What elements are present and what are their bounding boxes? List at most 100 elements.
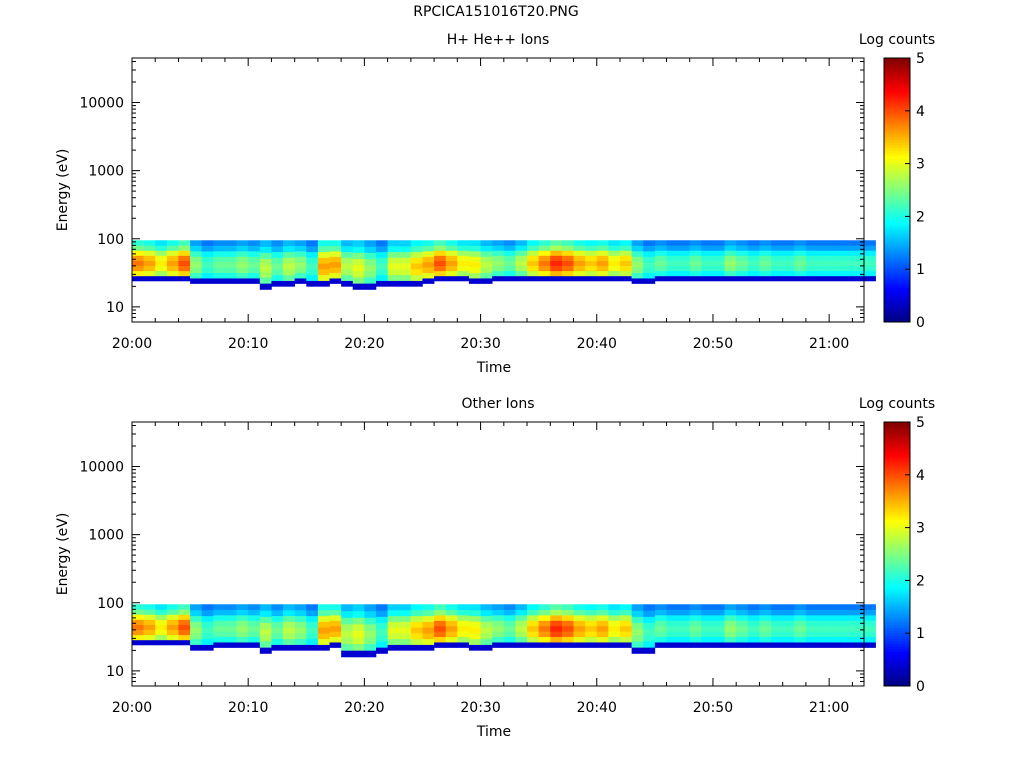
spectrogram-cell	[341, 630, 354, 638]
spectrogram-cell	[283, 280, 295, 287]
spectrogram-cell	[468, 278, 481, 284]
spectrogram-cell	[224, 261, 237, 268]
spectrogram-cell	[387, 615, 400, 622]
colorbar-segment	[884, 466, 910, 471]
colorbar-label: Log counts	[859, 396, 935, 412]
spectrogram-cell	[457, 240, 470, 246]
x-tick-label: 20:20	[344, 336, 384, 352]
spectrogram-cell	[376, 647, 388, 654]
spectrogram-cell	[805, 260, 818, 267]
spectrogram-cell	[271, 274, 284, 281]
spectrogram-cell	[224, 240, 237, 246]
colorbar-segment	[884, 248, 910, 252]
spectrogram-cell	[585, 275, 598, 282]
spectrogram-cell	[236, 245, 249, 252]
spectrogram-cell	[771, 245, 783, 251]
spectrogram-cell	[201, 621, 214, 628]
spectrogram-cell	[771, 265, 783, 272]
spectrogram-cell	[422, 638, 435, 645]
spectrogram-cell	[515, 604, 528, 610]
spectrogram-cell	[840, 240, 853, 246]
spectrogram-cell	[213, 636, 226, 643]
spectrogram-cell	[434, 642, 447, 648]
spectrogram-cell	[457, 615, 470, 621]
spectrogram-cell	[736, 250, 749, 256]
spectrogram-cell	[271, 610, 284, 617]
spectrogram-cell	[283, 257, 295, 264]
spectrogram-cell	[259, 635, 272, 642]
spectrogram-cell	[573, 615, 586, 621]
spectrogram-cell	[643, 635, 656, 642]
spectrogram-cell	[852, 250, 865, 256]
spectrogram-cell	[376, 246, 388, 253]
spectrogram-cell	[759, 631, 772, 638]
spectrogram-cell	[585, 250, 598, 256]
colorbar-segment	[884, 229, 910, 233]
spectrogram-cell	[236, 272, 249, 279]
colorbar-segment	[884, 213, 910, 217]
spectrogram-cell	[399, 604, 412, 611]
spectrogram-cell	[410, 251, 423, 258]
spectrogram-cell	[864, 275, 876, 282]
colorbar-segment	[884, 195, 910, 199]
colorbar-segment	[884, 142, 910, 146]
spectrogram-cell	[306, 246, 319, 253]
spectrogram-cell	[736, 604, 749, 610]
colorbar-segment	[884, 303, 910, 307]
spectrogram-cell	[410, 633, 423, 640]
spectrogram-cell	[724, 636, 737, 643]
spectrogram-cell	[224, 278, 237, 284]
spectrogram-cell	[352, 637, 365, 645]
spectrogram-cell	[248, 609, 261, 616]
spectrogram-cell	[503, 275, 516, 282]
x-tick-label: 20:30	[460, 700, 500, 716]
spectrogram-cell	[515, 260, 528, 267]
spectrogram-cell	[503, 250, 516, 256]
spectrogram-cell	[596, 636, 609, 643]
colorbar-segment	[884, 163, 910, 167]
spectrogram-cell	[620, 604, 632, 610]
colorbar-segment	[884, 232, 910, 236]
spectrogram-cell	[492, 642, 505, 648]
spectrogram-cell	[527, 275, 539, 282]
spectrogram-cell	[631, 278, 644, 284]
spectrogram-cell	[445, 260, 458, 267]
spectrogram-cell	[573, 625, 586, 632]
colorbar-segment	[884, 437, 910, 441]
spectrogram-cell	[457, 636, 470, 643]
spectrogram-cell	[805, 631, 818, 638]
spectrogram-cell	[317, 257, 330, 264]
spectrogram-cell	[596, 255, 609, 261]
spectrogram-cell	[271, 257, 284, 264]
spectrogram-cell	[341, 240, 354, 247]
spectrogram-cell	[864, 642, 876, 648]
spectrogram-cell	[178, 619, 191, 625]
spectrogram-cell	[480, 261, 493, 268]
spectrogram-cell	[457, 250, 470, 256]
spectrogram-cell	[364, 610, 377, 618]
colorbar-segment	[884, 292, 910, 297]
spectrogram-cell	[829, 255, 842, 261]
spectrogram-cell	[329, 642, 342, 648]
spectrogram-cell	[643, 240, 656, 246]
spectrogram-cell	[201, 644, 214, 651]
spectrogram-cell	[794, 625, 807, 632]
spectrogram-cell	[643, 616, 656, 624]
spectrogram-cell	[527, 615, 539, 621]
spectrogram-cell	[364, 252, 377, 260]
colorbar-segment	[884, 638, 910, 642]
spectrogram-cell	[283, 246, 295, 253]
spectrogram-cell	[771, 270, 783, 277]
colorbar-segment	[884, 559, 910, 563]
spectrogram-cell	[341, 637, 354, 645]
spectrogram-cell	[190, 633, 203, 640]
spectrogram-cell	[689, 615, 702, 621]
spectrogram-cell	[561, 636, 574, 643]
spectrogram-cell	[712, 240, 725, 246]
spectrogram-cell	[747, 270, 760, 277]
spectrogram-cell	[829, 275, 842, 282]
spectrogram-cell	[608, 255, 621, 261]
colorbar-segment	[884, 116, 910, 120]
spectrogram-cell	[492, 245, 505, 251]
spectrogram-cell	[608, 275, 621, 282]
